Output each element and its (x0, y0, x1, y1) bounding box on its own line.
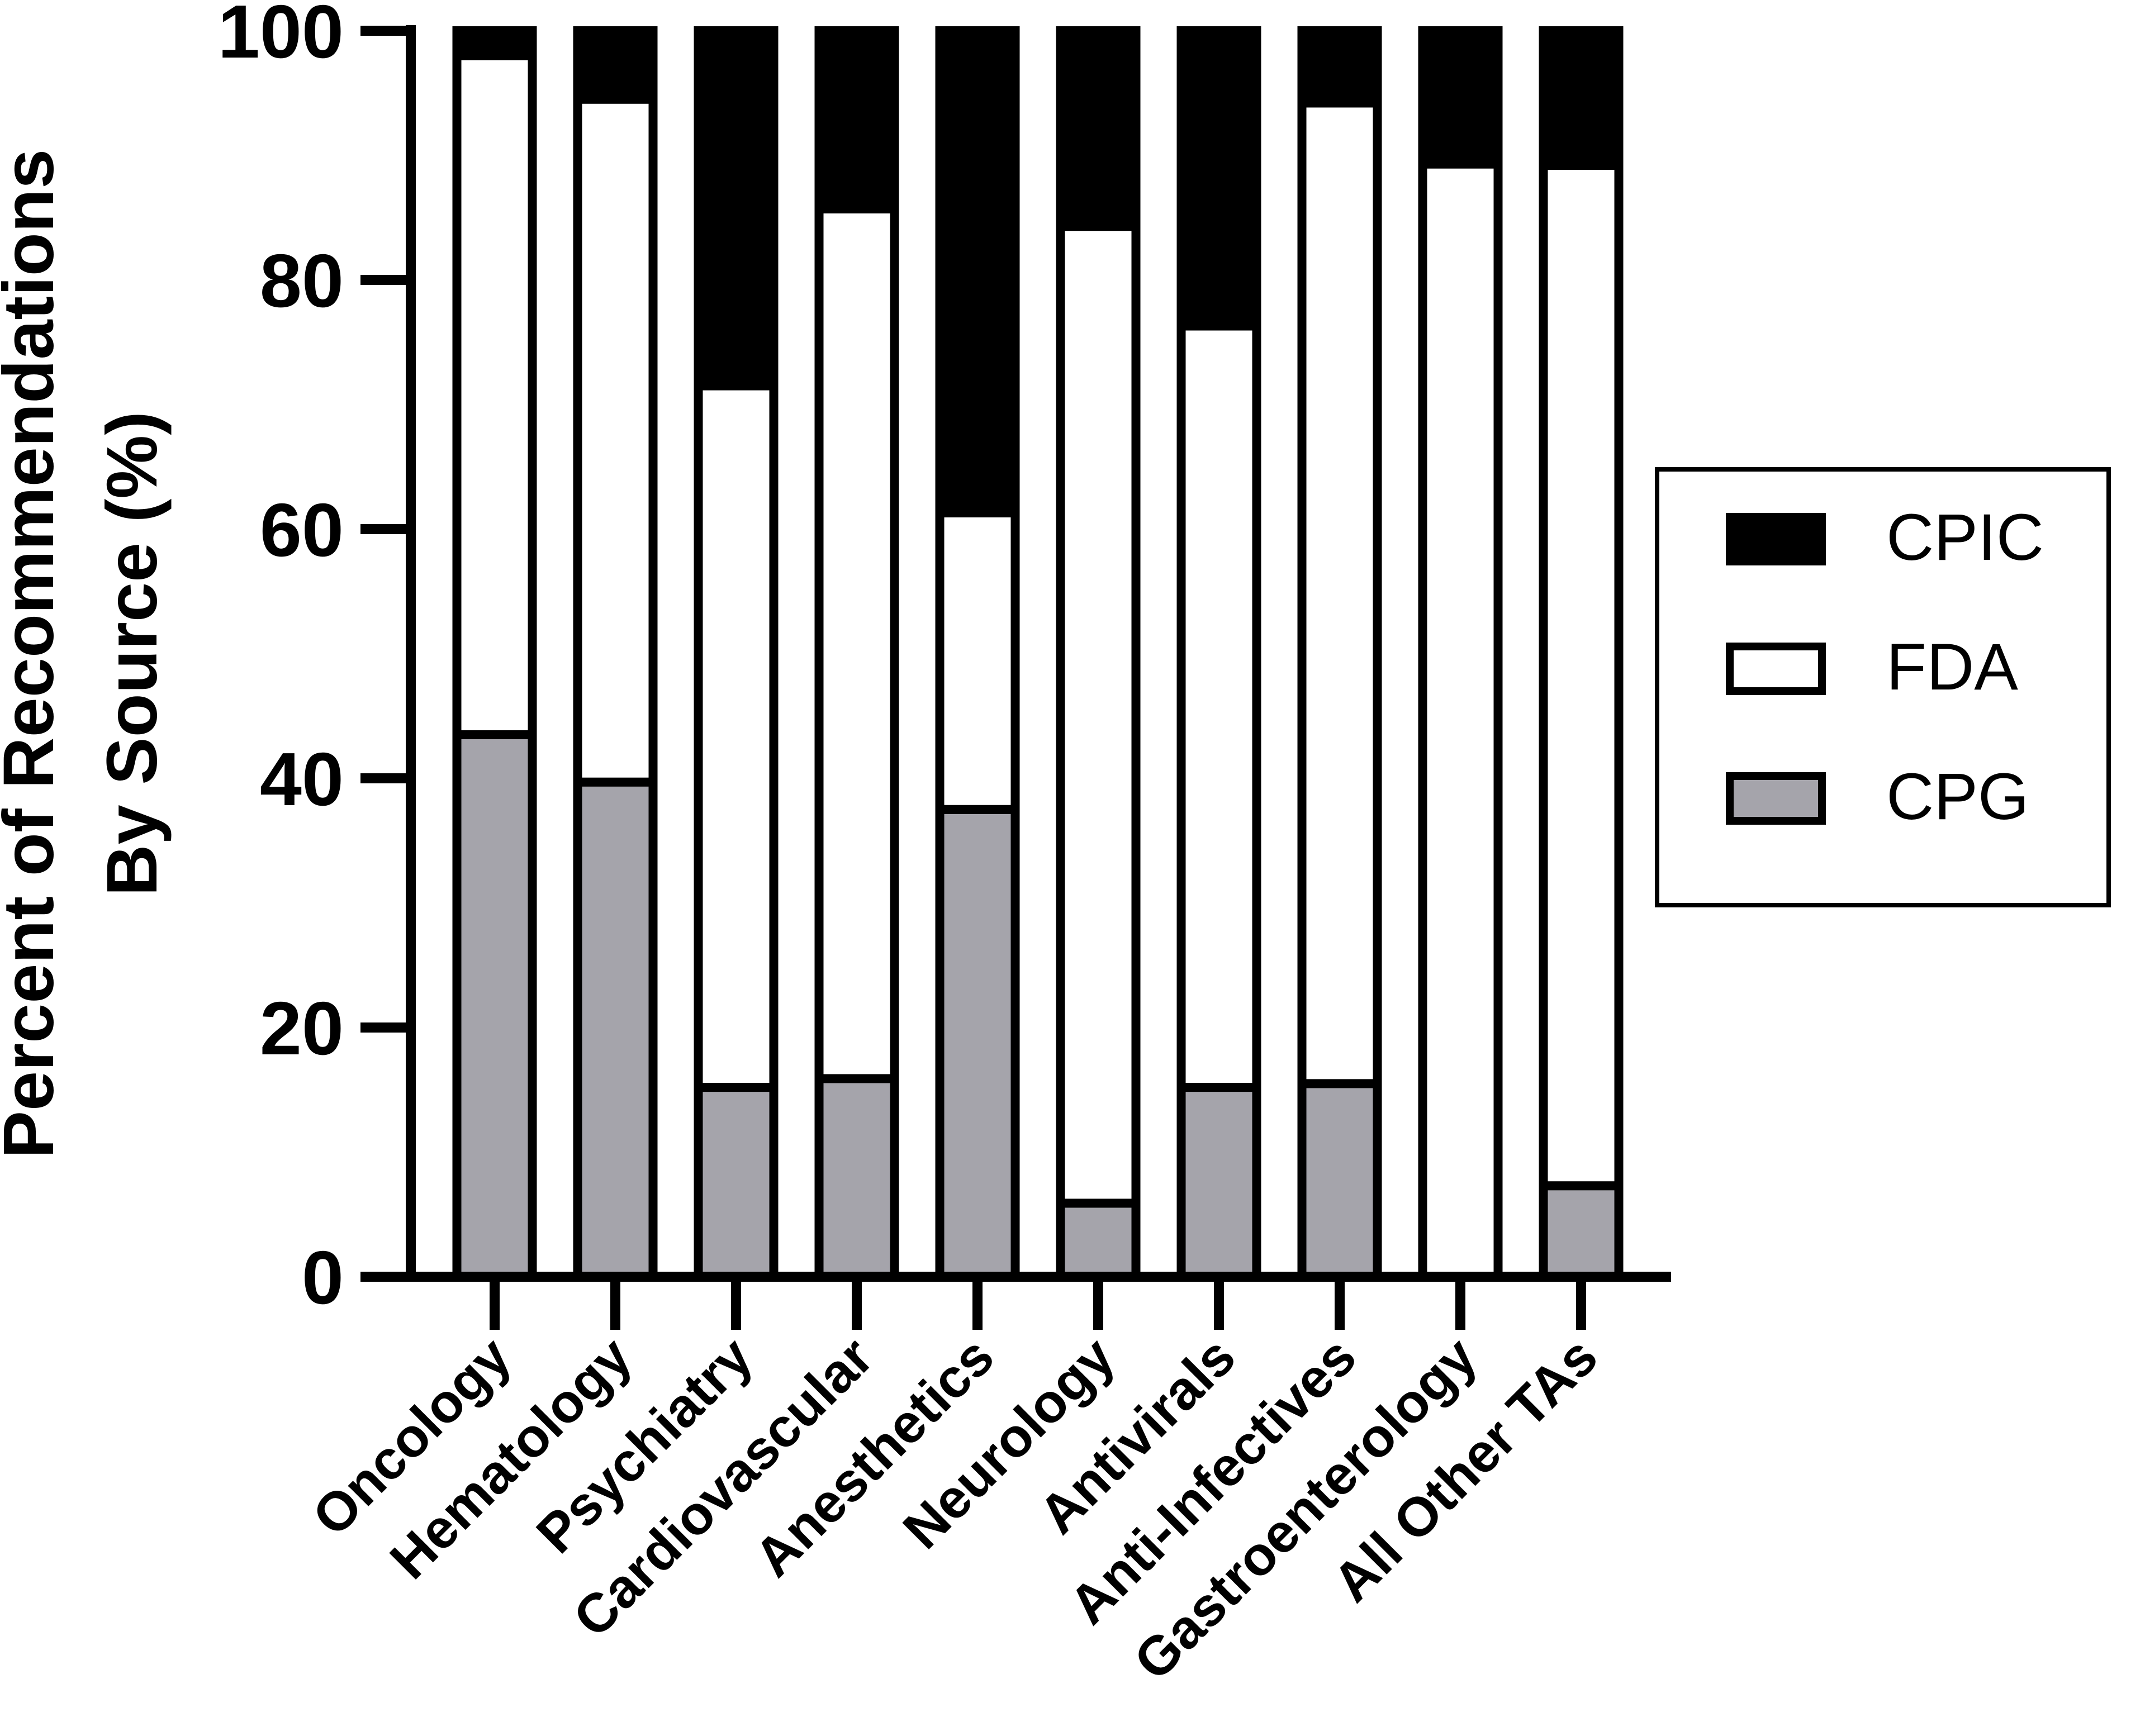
bar-segment-cpic (1176, 26, 1261, 331)
bar-segment-fda (452, 51, 537, 739)
legend-swatch-cpg (1726, 772, 1826, 825)
bar-segment-fda (935, 508, 1020, 814)
y-tick-label: 40 (260, 737, 344, 821)
bar-segment-cpic (694, 26, 779, 391)
y-axis-title: By Source (%) (92, 411, 172, 896)
y-tick-label: 80 (260, 239, 344, 323)
bar-segment-cpg (452, 730, 537, 1281)
bar-segment-cpg (694, 1083, 779, 1282)
bar-segment-cpg (1297, 1079, 1382, 1281)
bar-segment-cpic (1418, 26, 1503, 169)
bar-segment-cpic (935, 26, 1020, 518)
y-tick-label: 20 (260, 986, 344, 1071)
bar-segment-fda (1418, 159, 1503, 1281)
bar-segment-fda (814, 204, 899, 1083)
y-tick-label: 0 (302, 1235, 344, 1320)
y-tick-label: 100 (218, 0, 344, 74)
legend: CPIC FDA CPG (1655, 467, 2111, 907)
bar-segment-fda (1176, 321, 1261, 1092)
axes-layer (360, 25, 1671, 1330)
y-axis-title: Percent of Recommendations (0, 149, 69, 1159)
bar-segment-cpg (935, 805, 1020, 1281)
bar-segment-cpic (1056, 26, 1141, 231)
bar-segment-fda (1056, 222, 1141, 1208)
y-tick-label: 60 (260, 488, 344, 572)
bar-segment-cpic (1297, 26, 1382, 108)
bar-segment-cpic (1539, 26, 1624, 170)
bar-segment-cpg (814, 1074, 899, 1282)
bar-segment-cpg (1176, 1083, 1261, 1282)
bar-segment-cpg (1539, 1181, 1624, 1281)
legend-swatch-cpic (1726, 513, 1826, 565)
bar-segment-fda (1539, 160, 1624, 1191)
legend-label: CPG (1886, 760, 2029, 834)
legend-swatch-fda (1726, 643, 1826, 695)
bar-segment-cpic (573, 26, 658, 104)
legend-label: FDA (1886, 630, 2018, 704)
bars-layer (452, 26, 1624, 1282)
bar-segment-cpg (573, 777, 658, 1281)
bar-segment-cpic (814, 26, 899, 213)
bar-segment-fda (1297, 98, 1382, 1088)
bar-segment-fda (573, 94, 658, 787)
bar-segment-cpg (1056, 1198, 1141, 1281)
bar-segment-fda (694, 381, 779, 1092)
legend-label: CPIC (1886, 501, 2044, 574)
bar-segment-cpic (452, 26, 537, 60)
